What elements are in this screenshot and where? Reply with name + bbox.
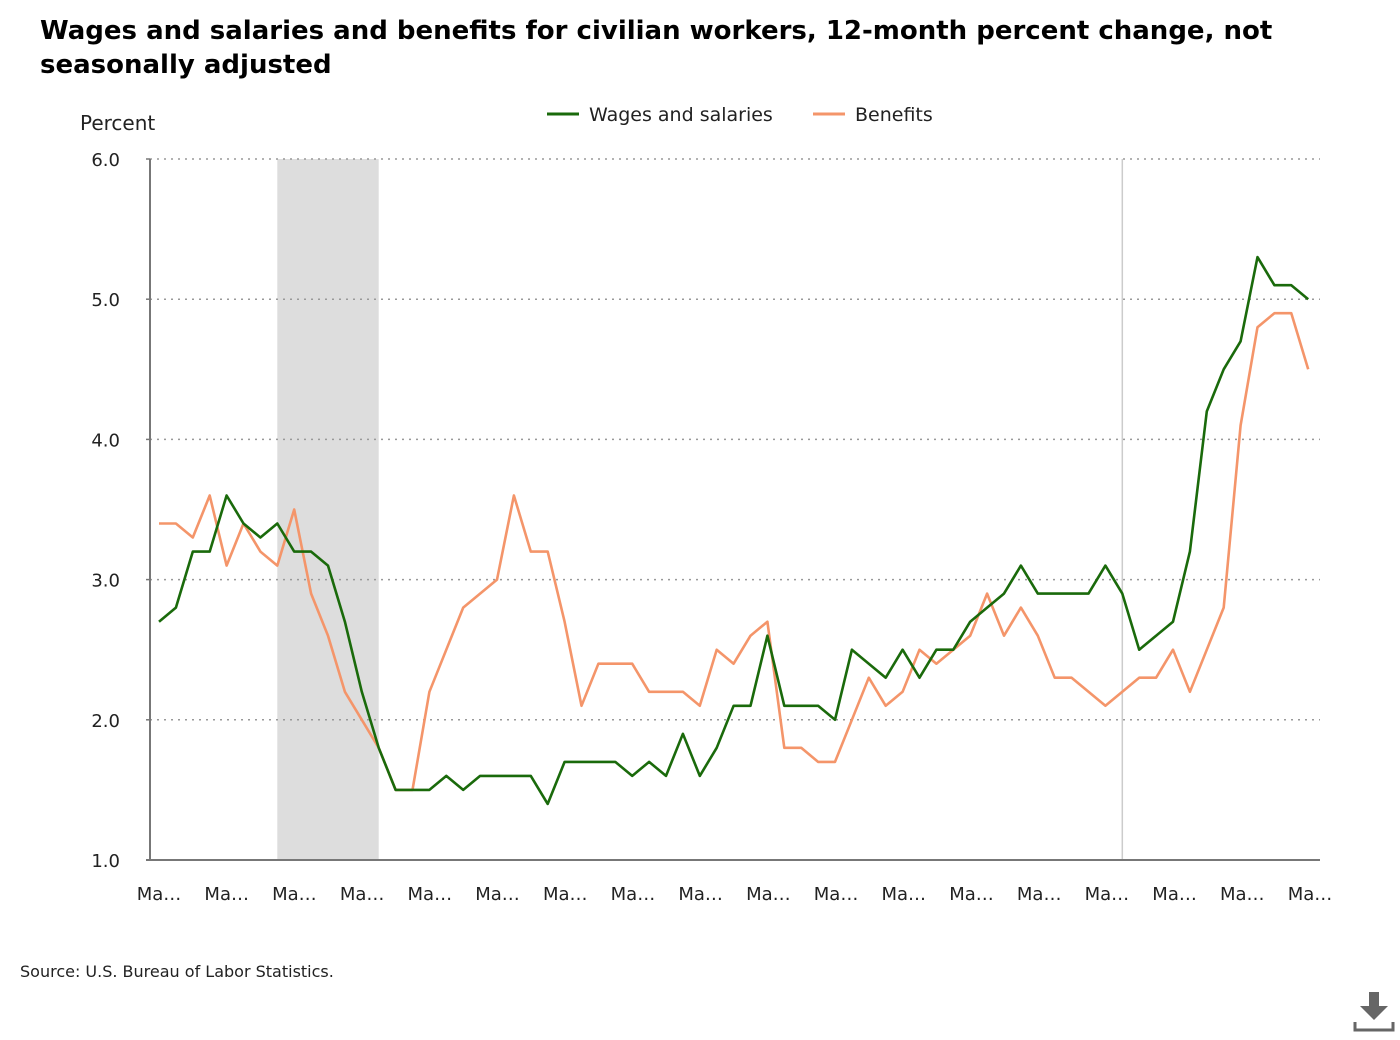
x-tick-label: Ma… [1017,884,1062,905]
series-line-benefits [159,311,1310,792]
legend: Wages and salaries Benefits [547,104,933,126]
chart-title: Wages and salaries and benefits for civi… [40,16,1273,80]
x-tick-label: Ma… [814,884,859,905]
legend-label: Wages and salaries [589,104,773,126]
series-lines [158,255,1310,806]
y-tick-label: 6.0 [91,150,120,171]
x-tick-label: Ma… [1152,884,1197,905]
series-line-wages-and-salaries [158,255,1310,806]
y-tick-label: 1.0 [91,851,120,872]
x-tick-label: Ma… [137,884,182,905]
x-tick-label: Ma… [408,884,453,905]
x-tick-label: Ma… [1085,884,1130,905]
x-tick-label: Ma… [678,884,723,905]
x-tick-label: Ma… [272,884,317,905]
legend-label: Benefits [855,104,933,126]
x-axis-ticks: Ma… Ma… Ma… Ma… Ma… Ma… Ma… Ma… Ma… Ma… Ma… Ma… Ma… M… [137,884,1333,905]
recession-shading [277,159,379,860]
x-tick-label: Ma… [475,884,520,905]
y-axis-ticks: 1.0 2.0 3.0 4.0 5.0 6.0 [91,150,150,872]
y-tick-label: 3.0 [91,571,120,592]
axes [146,159,1320,861]
x-tick-label: Ma… [204,884,249,905]
y-tick-label: 2.0 [91,711,120,732]
x-tick-label: Ma… [611,884,656,905]
x-tick-label: Ma… [1288,884,1333,905]
gridlines [150,158,1320,721]
y-axis-label: Percent [80,111,155,135]
x-tick-label: Ma… [340,884,385,905]
x-tick-label: Ma… [949,884,994,905]
y-tick-label: 5.0 [91,290,120,311]
source-note: Source: U.S. Bureau of Labor Statistics. [20,962,334,981]
x-tick-label: Ma… [1220,884,1265,905]
y-tick-label: 4.0 [91,430,120,451]
x-tick-label: Ma… [746,884,791,905]
x-tick-label: Ma… [881,884,926,905]
download-icon[interactable] [1352,990,1396,1034]
x-tick-label: Ma… [543,884,588,905]
